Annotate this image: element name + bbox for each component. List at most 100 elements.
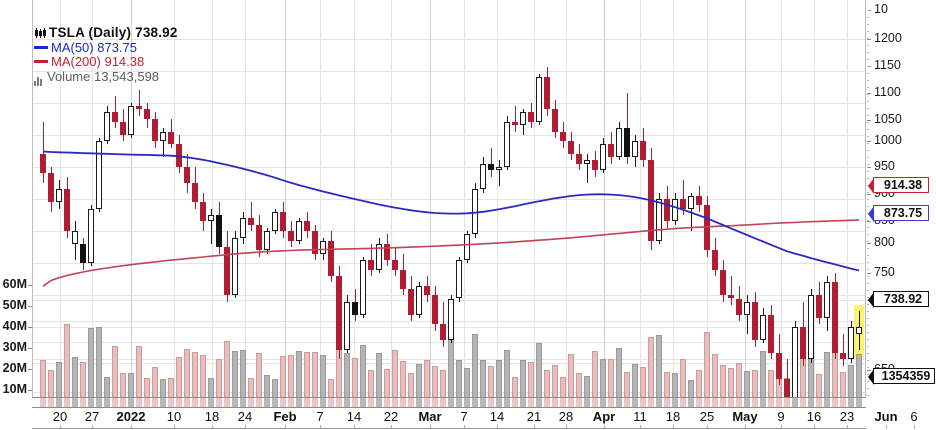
volume-bar [288, 355, 294, 398]
volume-bar [704, 332, 710, 398]
price-axis-minor-tick [867, 87, 869, 88]
volume-bar [96, 327, 102, 398]
date-strip-cell [48, 398, 54, 407]
candle-body [312, 231, 318, 254]
date-axis-tick [914, 425, 915, 429]
candle-body [160, 131, 166, 142]
candle-wick [163, 128, 164, 158]
candle-body [256, 224, 262, 251]
volume-axis-tick [28, 285, 32, 286]
volume-bars-icon [34, 71, 45, 86]
volume-bar [296, 351, 302, 398]
bottom-divider [32, 428, 866, 430]
candlestick-icon [34, 27, 47, 39]
date-strip-cell [384, 398, 390, 407]
price-axis-minor-tick [867, 59, 869, 60]
legend-volume[interactable]: Volume 13,543,598 [34, 69, 178, 86]
candle-body [672, 199, 678, 222]
date-strip-cell [80, 398, 86, 407]
date-strip-cell [552, 398, 558, 407]
date-strip-cell [56, 398, 62, 407]
gridline-week [640, 0, 641, 398]
volume-bar [536, 343, 542, 398]
candle-wick [683, 179, 684, 216]
date-axis-tick [673, 425, 674, 429]
candle-body [656, 199, 662, 241]
price-axis-tick [867, 273, 871, 274]
volume-bar [440, 370, 446, 398]
candle-body [808, 295, 814, 360]
price-axis-label: 1200 [874, 31, 902, 45]
date-axis[interactable]: 20 27 2022 10 18 24 Feb 7 14 22 Mar 7 14 21 28 Apr 11 18 2… [32, 398, 918, 430]
volume-axis-label: 30M [2, 340, 27, 354]
price-axis-minor-tick [867, 171, 869, 172]
candle-wick [491, 147, 492, 177]
date-strip-cell [408, 398, 414, 407]
date-strip-cell [840, 398, 846, 407]
volume-bar [664, 372, 670, 398]
date-strip-cell [648, 398, 654, 407]
price-axis-minor-tick [867, 66, 869, 67]
volume-bar [592, 351, 598, 398]
date-strip-cell [600, 398, 606, 407]
price-axis-minor-tick [867, 17, 869, 18]
date-axis-tick [60, 425, 61, 429]
volume-bar [584, 376, 590, 398]
price-axis-minor-tick [867, 52, 869, 53]
gridline-price [32, 135, 866, 136]
candle-wick [211, 208, 212, 244]
price-axis-minor-tick [867, 346, 869, 347]
volume-bar [496, 360, 502, 398]
price-axis-tick [867, 194, 871, 195]
date-strip-cell [672, 398, 678, 407]
price-axis-minor-tick [867, 367, 869, 368]
date-strip-cell [856, 398, 862, 407]
candle-body [480, 163, 486, 190]
date-strip-cell [816, 398, 822, 407]
date-axis-tick [212, 425, 213, 429]
date-strip-cell [784, 398, 790, 407]
date-strip-cell [96, 398, 102, 407]
volume-bar [568, 354, 574, 398]
candle-body [304, 221, 310, 232]
candle-body [584, 160, 590, 164]
volume-axis-tick [28, 327, 32, 328]
gridline-week [391, 0, 392, 398]
date-strip-cell [136, 398, 142, 407]
candle-body [488, 163, 494, 171]
date-strip-cell [216, 398, 222, 407]
candle-body [336, 276, 342, 350]
candle-body [176, 144, 182, 167]
price-chart-plot-area[interactable] [32, 0, 866, 398]
gridline-month [604, 0, 605, 398]
candle-body [648, 160, 654, 241]
candle-wick [43, 121, 44, 183]
legend-ma50[interactable]: MA(50) 873.75 [34, 40, 178, 56]
candle-body [144, 109, 150, 119]
volume-axis-label: 20M [2, 361, 27, 375]
volume-bar [384, 369, 390, 398]
legend-ma200[interactable]: MA(200) 914.38 [34, 54, 178, 70]
price-axis[interactable]: 1012001150110010501000950900850800750700… [867, 0, 936, 398]
volume-bar [72, 357, 78, 398]
price-axis-label: 1050 [874, 112, 902, 126]
gridline-week [781, 0, 782, 398]
date-axis-tick [745, 425, 746, 429]
date-strip-cell [592, 398, 598, 407]
ma200-swatch-icon [34, 60, 48, 64]
date-strip-cell [680, 398, 686, 407]
price-axis-minor-tick [867, 94, 869, 95]
price-axis-minor-tick [867, 290, 869, 291]
candle-body [544, 77, 550, 110]
symbol-header-row[interactable]: TSLA (Daily) 738.92 [34, 25, 178, 41]
price-axis-label: 1000 [874, 133, 902, 147]
date-axis-tick [566, 425, 567, 429]
price-axis-minor-tick [867, 38, 869, 39]
volume-bar [48, 370, 54, 398]
gridline-price [32, 39, 866, 40]
volume-bar [56, 362, 62, 398]
volume-bar [488, 366, 494, 398]
date-color-strip [32, 398, 866, 407]
volume-bar [736, 363, 742, 398]
date-axis-label: 22 [383, 409, 399, 424]
